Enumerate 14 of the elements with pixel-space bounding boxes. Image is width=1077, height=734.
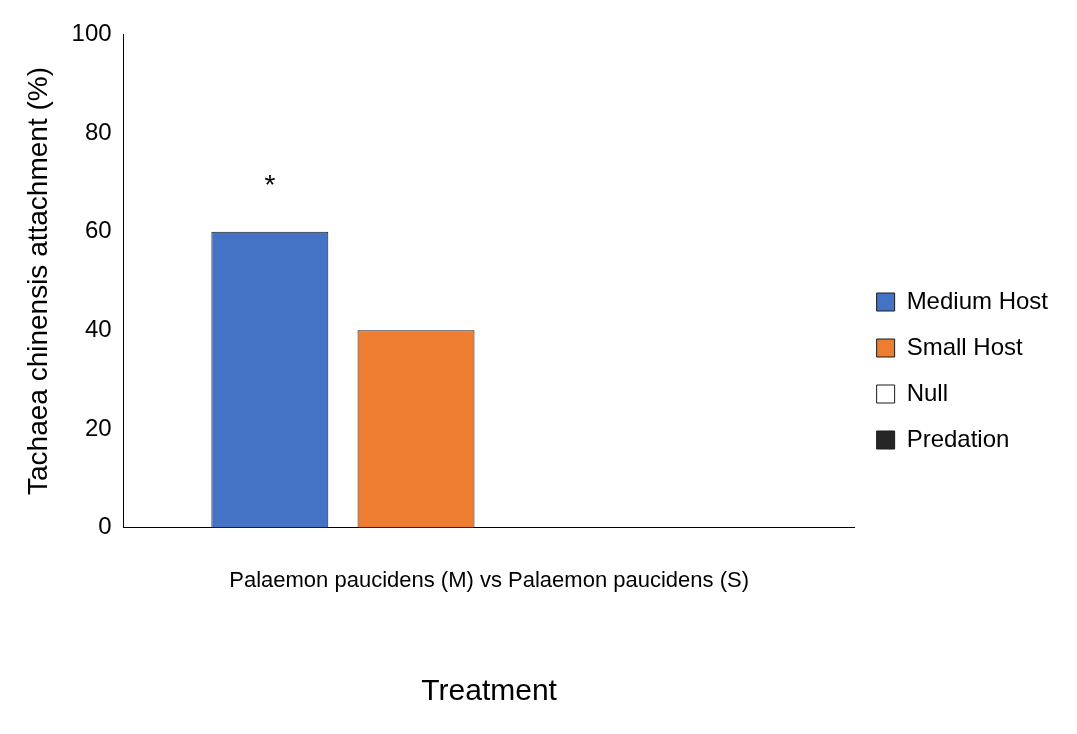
legend-label: Medium Host xyxy=(906,286,1049,314)
y-tick-label: 20 xyxy=(84,413,112,441)
y-tick-label: 80 xyxy=(84,117,112,145)
y-tick-label: 0 xyxy=(98,512,112,540)
legend-label: Small Host xyxy=(906,332,1023,360)
y-axis-title: Tachaea chinensis attachment (%) xyxy=(21,67,53,495)
annotation: * xyxy=(264,169,276,201)
x-tick-label: Palaemon paucidens (M) vs Palaemon paucidens (S) xyxy=(229,566,749,592)
legend-label: Null xyxy=(906,378,948,406)
y-tick-label: 40 xyxy=(84,314,112,342)
legend-label: Predation xyxy=(906,424,1010,452)
x-axis-title: Treatment xyxy=(421,673,558,707)
y-tick-label: 60 xyxy=(84,216,112,244)
y-tick-label: 100 xyxy=(71,19,112,47)
